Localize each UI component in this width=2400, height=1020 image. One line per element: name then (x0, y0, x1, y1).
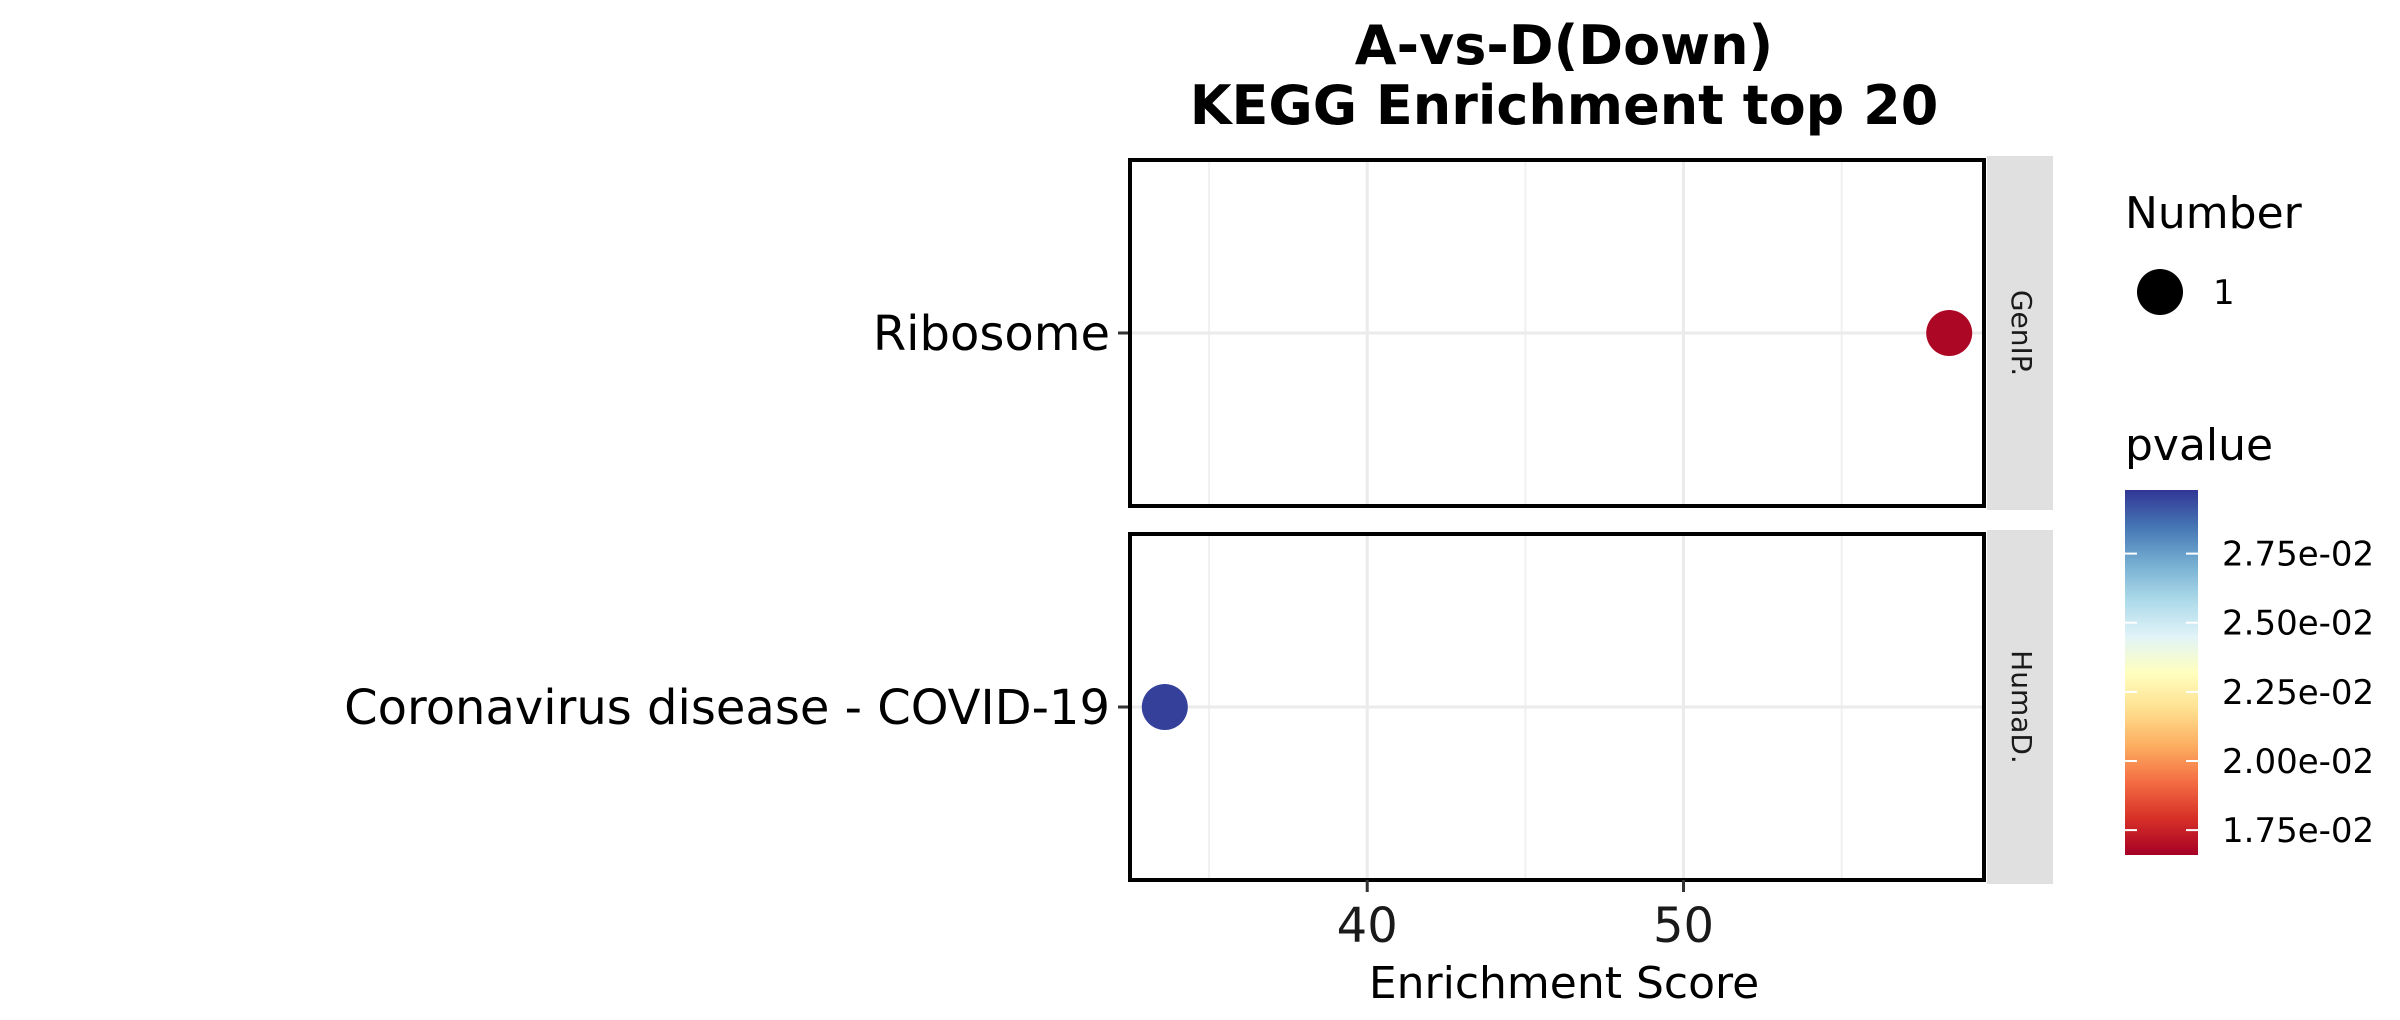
colorbar-tick-label: 2.50e-02 (2222, 604, 2374, 644)
x-tick-label: 50 (1653, 898, 1714, 954)
chart-panels: Ribosome GenIP. Coronavirus disease - COVI… (344, 156, 2053, 884)
data-point (1926, 310, 1973, 356)
number-legend-title: Number (2125, 188, 2303, 239)
x-axis-title: Enrichment Score (1369, 958, 1759, 1009)
panel-border (1128, 158, 1986, 508)
number-legend-key (2137, 269, 2183, 315)
pvalue-colorbar (2125, 490, 2198, 855)
chart-title-line1: A-vs-D(Down) (1355, 14, 1773, 77)
pvalue-legend: pvalue 1.75e-02 2.00e-02 2.25e-02 2.50e-02 2… (2125, 420, 2374, 855)
number-legend-label: 1 (2213, 273, 2235, 313)
facet-strip-label: GenIP. (2005, 290, 2038, 376)
facet-strip (1987, 156, 2053, 510)
data-point (1141, 684, 1188, 730)
colorbar-tick-label: 2.75e-02 (2222, 535, 2374, 575)
chart-title-line2: KEGG Enrichment top 20 (1190, 74, 1939, 137)
panel-1: Ribosome GenIP. (873, 156, 2053, 510)
facet-strip-label: HumaD. (2005, 650, 2038, 764)
x-tick-label: 40 (1337, 898, 1398, 954)
pvalue-legend-title: pvalue (2125, 420, 2273, 471)
colorbar-tick-label: 2.00e-02 (2222, 742, 2374, 782)
panel-border (1128, 532, 1986, 882)
facet-strip (1987, 530, 2053, 884)
y-tick-label: Coronavirus disease - COVID-19 (344, 680, 1110, 736)
colorbar-tick-label: 2.25e-02 (2222, 673, 2374, 713)
panel-2: Coronavirus disease - COVID-19 HumaD. (344, 530, 2053, 884)
colorbar-tick-label: 1.75e-02 (2222, 811, 2374, 851)
y-tick-label: Ribosome (873, 306, 1110, 362)
number-legend: Number 1 (2125, 188, 2303, 315)
x-axis: 40 50 (1337, 880, 1714, 954)
